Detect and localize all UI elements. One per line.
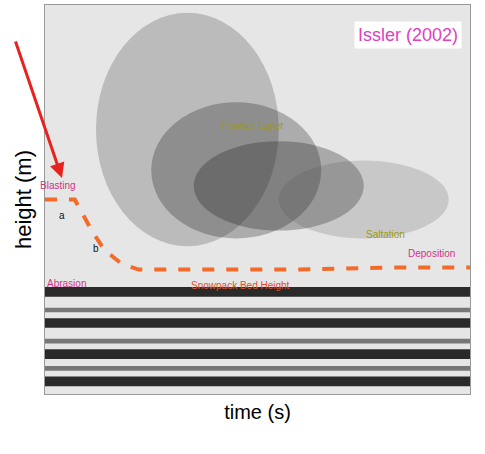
svg-text:Issler (2002): Issler (2002) [358, 25, 458, 45]
svg-text:Saltation: Saltation [366, 229, 405, 240]
svg-text:Blasting: Blasting [40, 180, 76, 191]
svg-text:a: a [59, 210, 65, 221]
svg-text:time (s): time (s) [224, 401, 291, 423]
svg-text:height (m): height (m) [11, 150, 36, 249]
svg-text:Deposition: Deposition [408, 248, 455, 259]
svg-text:Abrasion: Abrasion [47, 278, 86, 289]
svg-text:b: b [93, 243, 99, 254]
svg-text:Powder Layer: Powder Layer [222, 120, 284, 131]
svg-text:Snowpack Bed Height: Snowpack Bed Height [191, 280, 290, 291]
